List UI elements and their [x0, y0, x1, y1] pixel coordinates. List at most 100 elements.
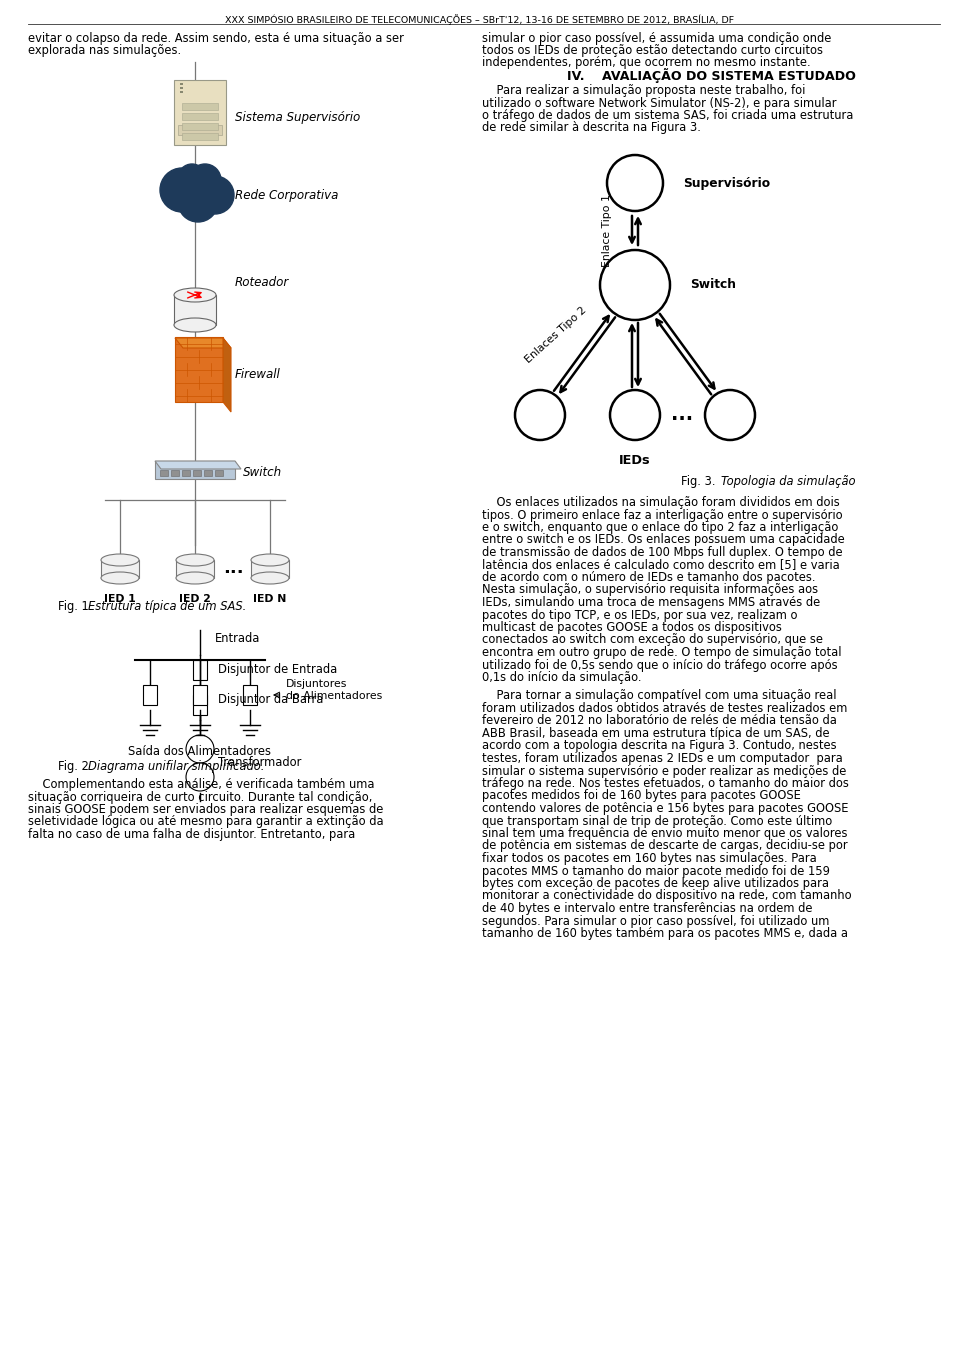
Circle shape	[705, 390, 755, 441]
Text: pacotes medidos foi de 160 bytes para pacotes GOOSE: pacotes medidos foi de 160 bytes para pa…	[482, 790, 801, 802]
Bar	[182, 471, 190, 476]
Text: XXX SIMPÓSIO BRASILEIRO DE TELECOMUNICAÇÕES – SBrT'12, 13-16 DE SETEMBRO DE 2012: XXX SIMPÓSIO BRASILEIRO DE TELECOMUNICAÇ…	[226, 14, 734, 25]
Text: independentes, porém, que ocorrem no mesmo instante.: independentes, porém, que ocorrem no mes…	[482, 56, 810, 70]
Text: 0,1s do início da simulação.: 0,1s do início da simulação.	[482, 671, 641, 683]
Circle shape	[600, 250, 670, 321]
Text: falta no caso de uma falha de disjuntor. Entretanto, para: falta no caso de uma falha de disjuntor.…	[28, 828, 355, 842]
Circle shape	[178, 164, 206, 192]
Circle shape	[178, 181, 218, 222]
Text: utilizado o software Network Simulator (NS-2), e para simular: utilizado o software Network Simulator (…	[482, 97, 836, 109]
Bar	[204, 471, 212, 476]
Bar	[176, 561, 214, 578]
Text: Fig. 1.: Fig. 1.	[58, 600, 92, 612]
Bar	[143, 685, 157, 705]
Text: Entrada: Entrada	[215, 632, 260, 645]
Bar	[160, 471, 168, 476]
Text: e o switch, enquanto que o enlace do tipo 2 faz a interligação: e o switch, enquanto que o enlace do tip…	[482, 521, 838, 533]
Polygon shape	[155, 461, 241, 469]
Text: entre o switch e os IEDs. Os enlaces possuem uma capacidade: entre o switch e os IEDs. Os enlaces pos…	[482, 533, 845, 547]
Text: bytes com exceção de pacotes de keep alive utilizados para: bytes com exceção de pacotes de keep ali…	[482, 877, 829, 889]
Text: Rede Corporativa: Rede Corporativa	[235, 188, 338, 202]
Bar	[175, 337, 223, 402]
Text: pacotes do tipo TCP, e os IEDs, por sua vez, realizam o: pacotes do tipo TCP, e os IEDs, por sua …	[482, 608, 798, 622]
Text: Estrutura típica de um SAS.: Estrutura típica de um SAS.	[88, 600, 247, 612]
Text: acordo com a topologia descrita na Figura 3. Contudo, nestes: acordo com a topologia descrita na Figur…	[482, 739, 836, 753]
Text: Supervisório: Supervisório	[683, 176, 770, 190]
Text: sinais GOOSE podem ser enviados para realizar esquemas de: sinais GOOSE podem ser enviados para rea…	[28, 803, 383, 816]
Text: Nesta simulação, o supervisório requisita informações aos: Nesta simulação, o supervisório requisit…	[482, 584, 818, 596]
Text: simular o pior caso possível, é assumida uma condição onde: simular o pior caso possível, é assumida…	[482, 31, 831, 45]
Circle shape	[515, 390, 565, 441]
Text: Os enlaces utilizados na simulação foram divididos em dois: Os enlaces utilizados na simulação foram…	[482, 496, 840, 509]
Bar	[193, 471, 201, 476]
Text: monitorar a conectividade do dispositivo na rede, com tamanho: monitorar a conectividade do dispositivo…	[482, 889, 852, 903]
Bar	[180, 87, 183, 89]
Text: Switch: Switch	[243, 465, 282, 479]
Text: sinal tem uma frequência de envio muito menor que os valores: sinal tem uma frequência de envio muito …	[482, 827, 848, 840]
Text: de 40 bytes e intervalo entre transferências na ordem de: de 40 bytes e intervalo entre transferên…	[482, 902, 812, 915]
Text: fixar todos os pacotes em 160 bytes nas simulações. Para: fixar todos os pacotes em 160 bytes nas …	[482, 852, 817, 865]
Text: IED 1: IED 1	[104, 593, 136, 604]
Text: encontra em outro grupo de rede. O tempo de simulação total: encontra em outro grupo de rede. O tempo…	[482, 647, 842, 659]
Text: evitar o colapso da rede. Assim sendo, esta é uma situação a ser: evitar o colapso da rede. Assim sendo, e…	[28, 31, 404, 45]
Text: ...: ...	[671, 405, 693, 424]
Text: Transformador: Transformador	[218, 757, 301, 769]
Text: contendo valores de potência e 156 bytes para pacotes GOOSE: contendo valores de potência e 156 bytes…	[482, 802, 849, 816]
Bar	[193, 685, 207, 705]
Text: que transportam sinal de trip de proteção. Como este último: que transportam sinal de trip de proteçã…	[482, 814, 832, 828]
Text: o tráfego de dados de um sistema SAS, foi criada uma estrutura: o tráfego de dados de um sistema SAS, fo…	[482, 109, 853, 121]
Text: segundos. Para simular o pior caso possível, foi utilizado um: segundos. Para simular o pior caso possí…	[482, 914, 829, 928]
Text: de acordo com o número de IEDs e tamanho dos pacotes.: de acordo com o número de IEDs e tamanho…	[482, 572, 815, 584]
Text: ABB Brasil, baseada em uma estrutura típica de um SAS, de: ABB Brasil, baseada em uma estrutura típ…	[482, 727, 829, 741]
Text: Firewall: Firewall	[235, 368, 280, 382]
Bar	[182, 134, 218, 140]
Text: tamanho de 160 bytes também para os pacotes MMS e, dada a: tamanho de 160 bytes também para os paco…	[482, 928, 848, 940]
Text: IV.    AVALIAÇÃO DO SISTEMA ESTUDADO: IV. AVALIAÇÃO DO SISTEMA ESTUDADO	[566, 68, 855, 83]
Circle shape	[196, 176, 234, 214]
Text: de transmissão de dados de 100 Mbps full duplex. O tempo de: de transmissão de dados de 100 Mbps full…	[482, 546, 843, 559]
Text: simular o sistema supervisório e poder realizar as medições de: simular o sistema supervisório e poder r…	[482, 764, 847, 777]
Bar	[182, 104, 218, 110]
Text: situação corriqueira de curto circuito. Durante tal condição,: situação corriqueira de curto circuito. …	[28, 791, 372, 803]
Circle shape	[160, 168, 204, 211]
Circle shape	[610, 390, 660, 441]
Circle shape	[189, 164, 221, 196]
Circle shape	[607, 155, 663, 211]
Ellipse shape	[251, 572, 289, 584]
Text: Enlace Tipo 1: Enlace Tipo 1	[602, 194, 612, 267]
Text: Fig. 3.: Fig. 3.	[681, 475, 715, 488]
Text: Para tornar a simulação compatível com uma situação real: Para tornar a simulação compatível com u…	[482, 689, 836, 702]
Bar	[215, 471, 223, 476]
Bar	[182, 123, 218, 130]
Text: Topologia da simulação: Topologia da simulação	[721, 475, 855, 488]
Text: tráfego na rede. Nos testes efetuados, o tamanho do maior dos: tráfego na rede. Nos testes efetuados, o…	[482, 777, 849, 790]
Text: pacotes MMS o tamanho do maior pacote medido foi de 159: pacotes MMS o tamanho do maior pacote me…	[482, 865, 829, 877]
Bar	[101, 561, 139, 578]
Text: de potência em sistemas de descarte de cargas, decidiu-se por: de potência em sistemas de descarte de c…	[482, 839, 848, 852]
Text: explorada nas simulações.: explorada nas simulações.	[28, 44, 181, 57]
Bar	[174, 80, 226, 145]
Text: Roteador: Roteador	[235, 276, 289, 289]
Bar	[251, 561, 289, 578]
Text: testes, foram utilizados apenas 2 IEDs e um computador  para: testes, foram utilizados apenas 2 IEDs e…	[482, 752, 843, 765]
Bar	[174, 295, 216, 325]
Circle shape	[186, 762, 214, 791]
Text: ...: ...	[223, 559, 243, 577]
Text: IEDs: IEDs	[619, 454, 651, 466]
Text: Diagrama unifilar simplificado.: Diagrama unifilar simplificado.	[88, 760, 264, 773]
Text: Disjuntores
do Alimentadores: Disjuntores do Alimentadores	[286, 679, 382, 701]
Text: Enlaces Tipo 2: Enlaces Tipo 2	[523, 306, 588, 366]
Text: tipos. O primeiro enlace faz a interligação entre o supervisório: tipos. O primeiro enlace faz a interliga…	[482, 509, 843, 521]
Text: seletividade lógica ou até mesmo para garantir a extinção da: seletividade lógica ou até mesmo para ga…	[28, 816, 384, 828]
Ellipse shape	[101, 572, 139, 584]
Text: fevereiro de 2012 no laboratório de relés de média tensão da: fevereiro de 2012 no laboratório de relé…	[482, 715, 837, 727]
Text: IED 2: IED 2	[180, 593, 211, 604]
Bar	[178, 125, 222, 135]
Text: utilizado foi de 0,5s sendo que o início do tráfego ocorre após: utilizado foi de 0,5s sendo que o início…	[482, 659, 838, 671]
Text: Sistema Supervisório: Sistema Supervisório	[235, 110, 360, 124]
Text: multicast de pacotes GOOSE a todos os dispositivos: multicast de pacotes GOOSE a todos os di…	[482, 621, 781, 634]
Bar	[155, 461, 235, 479]
Bar	[193, 696, 207, 715]
Text: IEDs, simulando uma troca de mensagens MMS através de: IEDs, simulando uma troca de mensagens M…	[482, 596, 820, 608]
Ellipse shape	[101, 554, 139, 566]
